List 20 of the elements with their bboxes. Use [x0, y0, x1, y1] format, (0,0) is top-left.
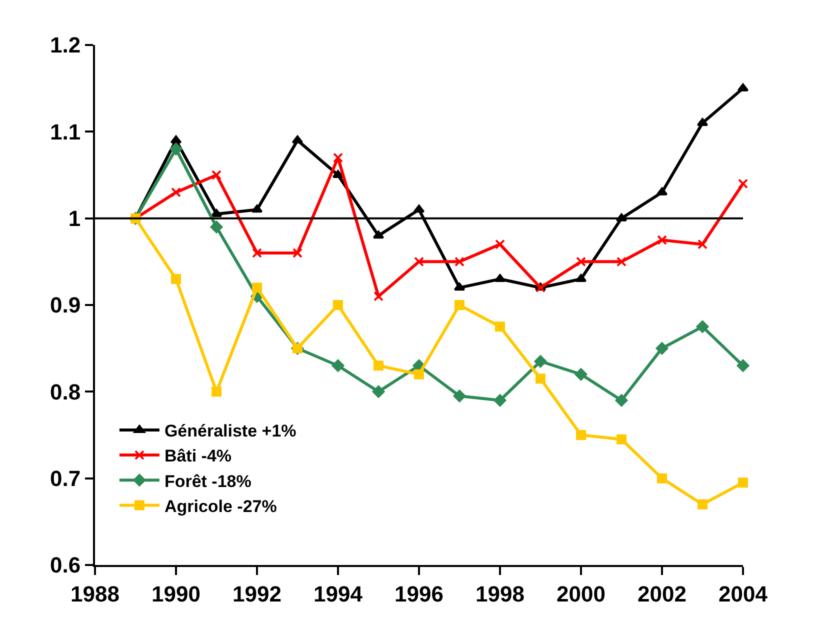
y-tick-label: 0.6	[50, 552, 81, 578]
y-tick-label: 0.9	[50, 292, 81, 318]
x-tick-label: 1988	[70, 581, 120, 606]
y-tick-label: 0.8	[50, 379, 81, 404]
y-tick-label: 1.2	[50, 32, 81, 58]
x-tick-label: 1998	[476, 581, 524, 606]
x-tick-label: 1996	[394, 581, 444, 606]
x-tick-label: 1992	[232, 581, 282, 606]
y-tick-label: 1.1	[50, 119, 81, 144]
x-tick-label: 2000	[556, 581, 606, 606]
legend-label: Bâti -4%	[164, 446, 232, 466]
y-tick-label: 1	[68, 206, 81, 232]
x-tick-label: 2002	[638, 581, 686, 606]
legend-label: Généraliste +1%	[164, 422, 296, 441]
x-tick-label: 2004	[718, 581, 768, 606]
legend-label: Forêt -18%	[164, 472, 252, 491]
x-tick-label: 1994	[314, 581, 364, 606]
legend-label: Agricole -27%	[164, 496, 277, 516]
x-tick-label: 1990	[152, 581, 200, 606]
y-tick-label: 0.7	[50, 466, 81, 492]
